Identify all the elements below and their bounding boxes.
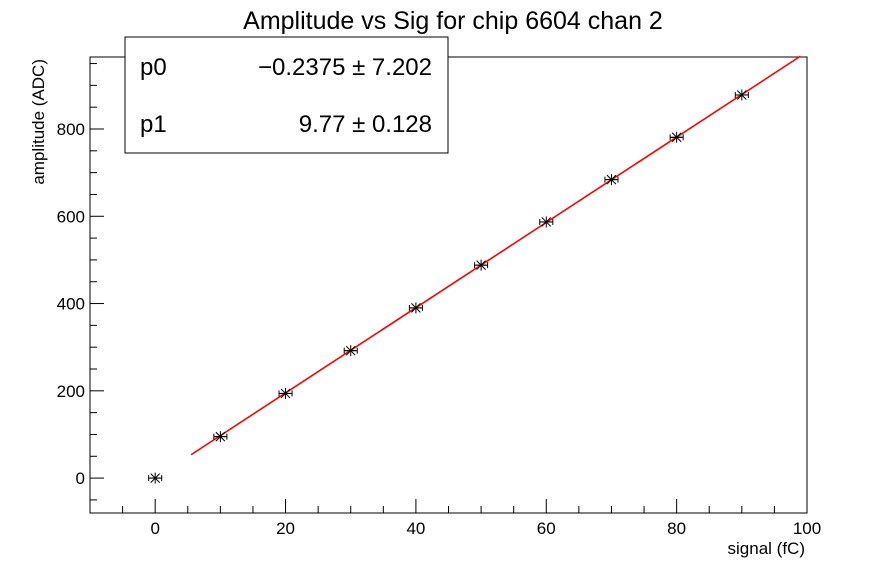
x-axis-ticks: 0 20 40 60 80 100 bbox=[89, 499, 821, 538]
y-tick-label: 200 bbox=[57, 382, 85, 401]
fit-line bbox=[190, 55, 801, 456]
x-tick-label: 0 bbox=[150, 519, 159, 538]
x-tick-label: 60 bbox=[537, 519, 556, 538]
y-tick-label: 800 bbox=[57, 120, 85, 139]
x-tick-label: 100 bbox=[793, 519, 821, 538]
x-tick-label: 80 bbox=[667, 519, 686, 538]
stats-p1-value: 9.77 ± 0.128 bbox=[299, 111, 432, 138]
y-axis-ticks: 0 200 400 600 800 bbox=[57, 63, 104, 501]
y-tick-label: 0 bbox=[76, 469, 85, 488]
data-point bbox=[278, 387, 293, 399]
y-axis-label: amplitude (ADC) bbox=[29, 59, 48, 185]
chart-title: Amplitude vs Sig for chip 6604 chan 2 bbox=[243, 7, 663, 35]
x-tick-label: 20 bbox=[276, 519, 295, 538]
x-tick-label: 40 bbox=[406, 519, 425, 538]
data-point bbox=[734, 89, 749, 101]
x-axis-label: signal (fC) bbox=[728, 539, 805, 558]
stats-p0-value: −0.2375 ± 7.202 bbox=[258, 54, 432, 81]
stats-box-frame bbox=[124, 36, 449, 154]
y-tick-label: 400 bbox=[57, 295, 85, 314]
data-point bbox=[474, 259, 489, 271]
stats-p0-name: p0 bbox=[140, 54, 167, 81]
stats-box: p0 −0.2375 ± 7.202 p1 9.77 ± 0.128 bbox=[124, 36, 449, 154]
data-point bbox=[148, 472, 163, 484]
data-point bbox=[604, 174, 619, 186]
y-tick-label: 600 bbox=[57, 207, 85, 226]
stats-p1-name: p1 bbox=[140, 111, 167, 138]
data-point bbox=[408, 302, 423, 314]
data-point bbox=[539, 216, 554, 228]
data-points bbox=[148, 89, 749, 484]
data-point bbox=[669, 131, 684, 143]
data-point bbox=[343, 345, 358, 357]
data-point bbox=[213, 431, 228, 443]
